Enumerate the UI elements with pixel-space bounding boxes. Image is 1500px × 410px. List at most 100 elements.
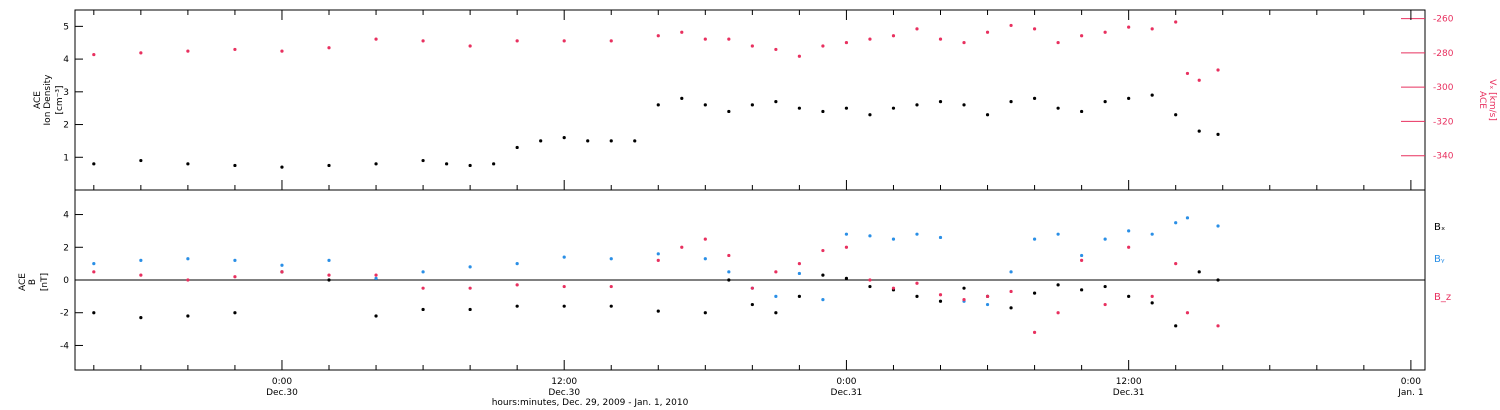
data-point — [233, 163, 237, 168]
data-point — [515, 283, 519, 287]
data-point — [562, 39, 566, 43]
data-point — [821, 298, 825, 302]
data-point — [92, 52, 96, 57]
data-point — [139, 158, 143, 163]
data-point — [1056, 40, 1060, 45]
data-point — [1216, 68, 1220, 72]
data-point — [938, 37, 943, 41]
data-point — [92, 270, 96, 274]
data-point — [1216, 324, 1220, 328]
data-point — [1032, 27, 1037, 31]
data-point — [515, 39, 519, 43]
data-point — [750, 103, 754, 107]
top-right-ylabel-line1: ACE — [1477, 91, 1487, 109]
data-point — [703, 237, 707, 241]
data-point — [1127, 25, 1131, 29]
data-point — [1032, 291, 1037, 295]
data-point — [562, 255, 566, 259]
series-bx — [92, 270, 1220, 328]
data-point — [1009, 100, 1013, 104]
x-tick-date-label: Dec.31 — [1113, 388, 1145, 398]
data-point — [915, 281, 919, 285]
data-point — [1150, 27, 1154, 31]
data-point — [421, 286, 425, 290]
top-left-ylabel-line1: ACE — [33, 91, 43, 109]
data-point — [468, 265, 472, 269]
x-axis-title: hours:minutes, Dec. 29, 2009 - Jan. 1, 2… — [492, 398, 689, 408]
data-point — [1080, 109, 1084, 114]
top-left-tick-label: 2 — [63, 121, 69, 131]
x-tick-time-label: 0:00 — [1401, 377, 1421, 387]
data-point — [1009, 289, 1013, 294]
data-point — [186, 257, 190, 261]
data-point — [609, 139, 613, 143]
series-ion-density — [92, 93, 1220, 169]
data-point — [139, 258, 143, 262]
data-point — [680, 96, 684, 100]
top-left-tick-label: 1 — [63, 153, 69, 163]
top-right-tick-label: -280 — [1433, 49, 1454, 59]
data-point — [962, 103, 966, 107]
data-point — [421, 307, 425, 312]
data-point — [92, 311, 96, 315]
data-point — [1174, 20, 1178, 24]
data-point — [703, 311, 707, 315]
data-point — [562, 304, 566, 308]
data-point — [327, 46, 331, 50]
top-left-ylabel-units: [cm⁻³] — [55, 85, 65, 114]
data-point — [656, 252, 660, 256]
data-point — [1185, 311, 1190, 315]
data-point — [868, 234, 872, 238]
data-point — [421, 158, 425, 163]
data-point — [327, 163, 331, 168]
data-point — [1150, 301, 1154, 305]
data-point — [1080, 34, 1084, 38]
data-point — [186, 49, 190, 53]
data-point — [515, 304, 519, 308]
bottom-left-ylabel-line1: ACE — [18, 273, 28, 291]
data-point — [139, 316, 143, 320]
data-point — [609, 257, 613, 261]
top-right-ylabel-units: Vₓ [km/s] — [1487, 79, 1497, 121]
bottom-left-ylabel-line2: B — [28, 279, 38, 285]
top-left-tick-label: 3 — [63, 88, 69, 98]
data-point — [1150, 294, 1154, 298]
data-point — [374, 276, 378, 280]
bottom-left-tick-label: -4 — [60, 341, 69, 351]
data-point — [1127, 294, 1131, 298]
data-point — [821, 248, 825, 253]
data-point — [233, 275, 237, 279]
top-right-axis: -340 -320 -300 -280 -260 — [1401, 15, 1454, 162]
data-point — [844, 40, 849, 45]
data-point — [774, 270, 778, 274]
data-point — [1009, 270, 1013, 274]
data-point — [915, 103, 919, 107]
data-point — [1174, 113, 1178, 117]
data-point — [1103, 284, 1107, 289]
bottom-left-tick-label: -2 — [60, 309, 69, 319]
data-point — [468, 44, 472, 48]
data-point — [985, 30, 990, 34]
x-tick-time-label: 12:00 — [1116, 377, 1142, 387]
data-point — [1185, 71, 1190, 76]
data-point — [985, 302, 990, 307]
data-point — [680, 30, 684, 34]
series-vx — [92, 20, 1220, 82]
data-point — [1197, 129, 1201, 133]
data-point — [962, 286, 966, 290]
data-point — [609, 39, 613, 43]
data-point — [656, 258, 660, 262]
data-point — [186, 162, 190, 166]
data-point — [703, 103, 707, 107]
data-point — [139, 273, 143, 277]
legend-by: Bᵧ — [1434, 254, 1445, 265]
data-point — [562, 136, 566, 140]
data-point — [915, 232, 919, 236]
data-point — [609, 304, 613, 308]
data-point — [938, 293, 943, 297]
data-point — [233, 311, 237, 315]
x-tick-date-label: Dec.30 — [548, 388, 580, 398]
data-point — [915, 294, 919, 298]
data-point — [280, 49, 284, 53]
data-point — [539, 139, 543, 143]
